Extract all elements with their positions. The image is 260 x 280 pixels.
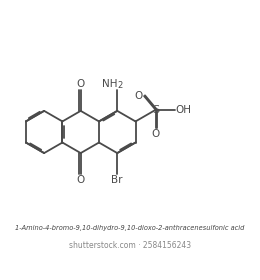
Text: O: O <box>76 79 85 89</box>
Text: O: O <box>76 175 85 185</box>
Text: O: O <box>135 91 143 101</box>
Text: NH: NH <box>102 79 117 89</box>
Text: S: S <box>152 105 159 115</box>
Text: 1-Amino-4-bromo-9,10-dihydro-9,10-dioxo-2-anthracenesulfonic acid: 1-Amino-4-bromo-9,10-dihydro-9,10-dioxo-… <box>15 225 245 231</box>
Text: OH: OH <box>175 105 191 115</box>
Text: Br: Br <box>112 175 123 185</box>
Text: O: O <box>152 129 160 139</box>
Text: shutterstock.com · 2584156243: shutterstock.com · 2584156243 <box>69 241 191 250</box>
Text: 2: 2 <box>118 81 123 90</box>
